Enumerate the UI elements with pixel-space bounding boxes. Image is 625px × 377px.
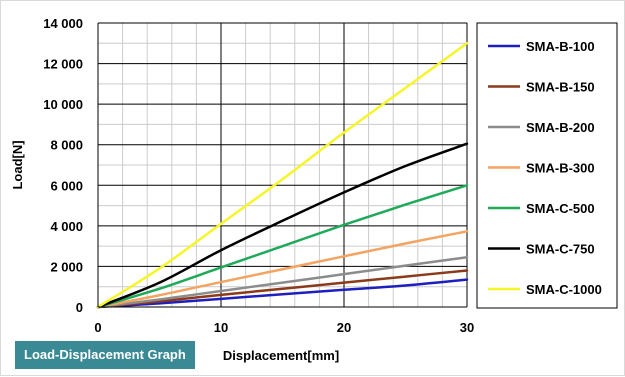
y-tick-label: 10 000 [43,97,83,112]
legend-label-sma-c-750: SMA-C-750 [526,242,595,257]
series-line-sma-c-750 [96,142,469,309]
legend-label-sma-c-1000: SMA-C-1000 [526,282,602,297]
series-line-sma-b-100 [96,278,469,309]
legend-label-sma-b-300: SMA-B-300 [526,161,595,176]
series-lines [96,42,469,309]
y-tick-label: 4 000 [50,219,83,234]
y-tick-label: 2 000 [50,259,83,274]
y-tick-label: 14 000 [43,16,83,31]
series-line-sma-b-200 [96,256,469,309]
y-tick-label: 0 [76,300,83,315]
x-tick-label: 0 [94,320,101,335]
legend-box [476,22,618,309]
x-tick-labels: 0 10 20 30 [94,320,474,335]
x-tick-label: 30 [460,320,474,335]
legend-label-sma-b-150: SMA-B-150 [526,80,595,95]
legend: SMA-B-100 SMA-B-150 SMA-B-200 SMA-B-300 SMA-… [476,22,618,309]
axes [97,23,467,308]
y-tick-label: 6 000 [50,178,83,193]
x-tick-label: 20 [337,320,351,335]
caption-badge: Load-Displacement Graph [15,341,195,369]
legend-label-sma-b-100: SMA-B-100 [526,39,595,54]
y-axis-title: Load[N] [10,140,25,189]
legend-label-sma-b-200: SMA-B-200 [526,120,595,135]
y-tick-label: 12 000 [43,57,83,72]
x-tick-label: 10 [214,320,228,335]
legend-entries: SMA-B-100 SMA-B-150 SMA-B-200 SMA-B-300 SMA-… [488,39,602,297]
series-line-sma-c-1000 [96,42,469,309]
legend-label-sma-c-500: SMA-C-500 [526,201,595,216]
y-tick-labels: 0 2 000 4 000 6 000 8 000 10 000 12 000 14 000 [43,16,83,315]
series-line-sma-b-150 [96,269,469,309]
series-line-sma-b-300 [96,230,469,309]
series-line-sma-c-500 [96,184,469,309]
x-axis-title: Displacement[mm] [223,348,339,363]
y-tick-label: 8 000 [50,138,83,153]
